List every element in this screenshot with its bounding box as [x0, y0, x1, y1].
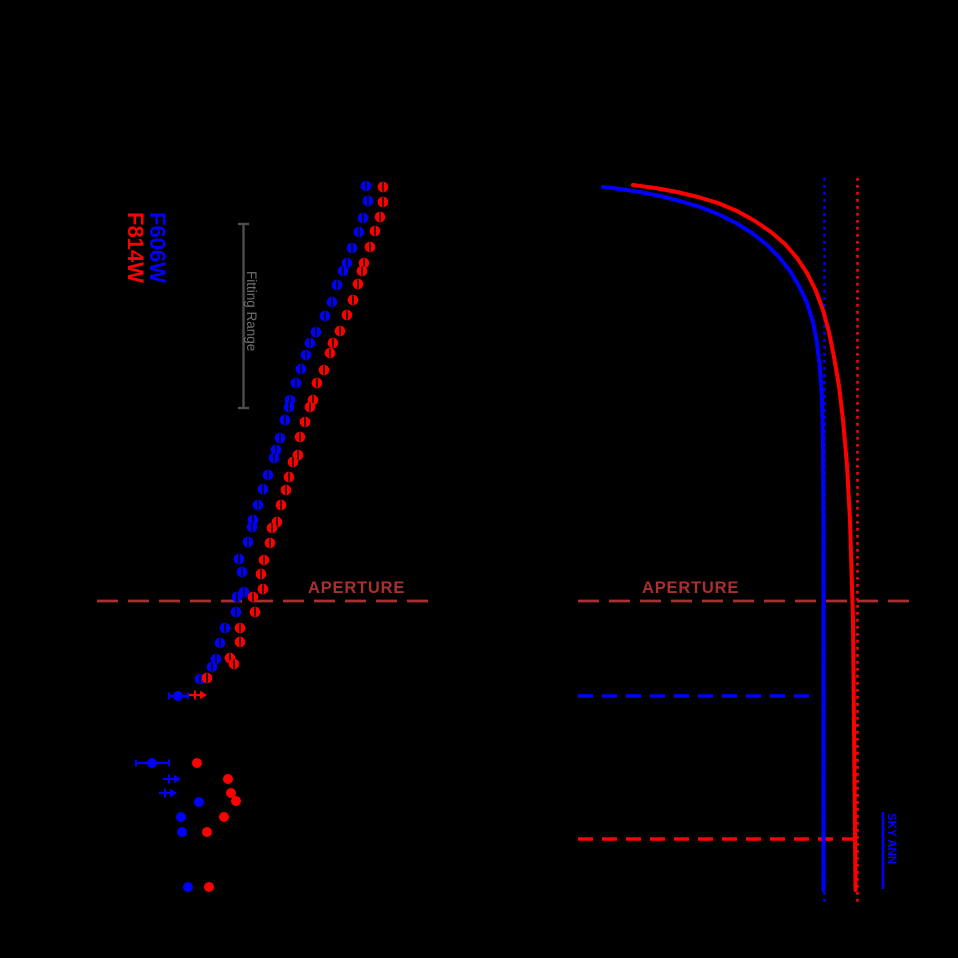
- limit-arrow-head: [200, 690, 207, 700]
- data-point-f814w: [231, 796, 241, 806]
- data-point-f814w: [192, 758, 202, 768]
- data-point-f814w: [226, 788, 236, 798]
- chart-render-layer: [97, 178, 909, 903]
- aperture-label-right: APERTURE: [642, 579, 739, 597]
- sky-ann-label: SKY ANN: [885, 813, 897, 864]
- data-point-f606w: [173, 691, 183, 701]
- labels-layer: F606W F814W Fitting Range APERTURE APERT…: [123, 212, 897, 864]
- data-point-f606w: [183, 882, 193, 892]
- growth-curve-f606w: [601, 185, 826, 892]
- fitting-range-label: Fitting Range: [244, 271, 259, 351]
- legend-f814w-label: F814W: [123, 212, 148, 283]
- data-point-f606w: [147, 758, 157, 768]
- data-point-f814w: [223, 774, 233, 784]
- data-point-f814w: [204, 882, 214, 892]
- limit-arrow-head: [170, 788, 177, 798]
- legend-f606w-label: F606W: [145, 212, 170, 283]
- data-point-f814w: [202, 827, 212, 837]
- data-point-f606w: [176, 812, 186, 822]
- data-point-f606w: [194, 797, 204, 807]
- data-point-f814w: [219, 812, 229, 822]
- aperture-label-left: APERTURE: [308, 579, 405, 597]
- growth-curve-f814w: [631, 183, 858, 892]
- limit-arrow-head: [174, 774, 181, 784]
- data-point-f606w: [177, 827, 187, 837]
